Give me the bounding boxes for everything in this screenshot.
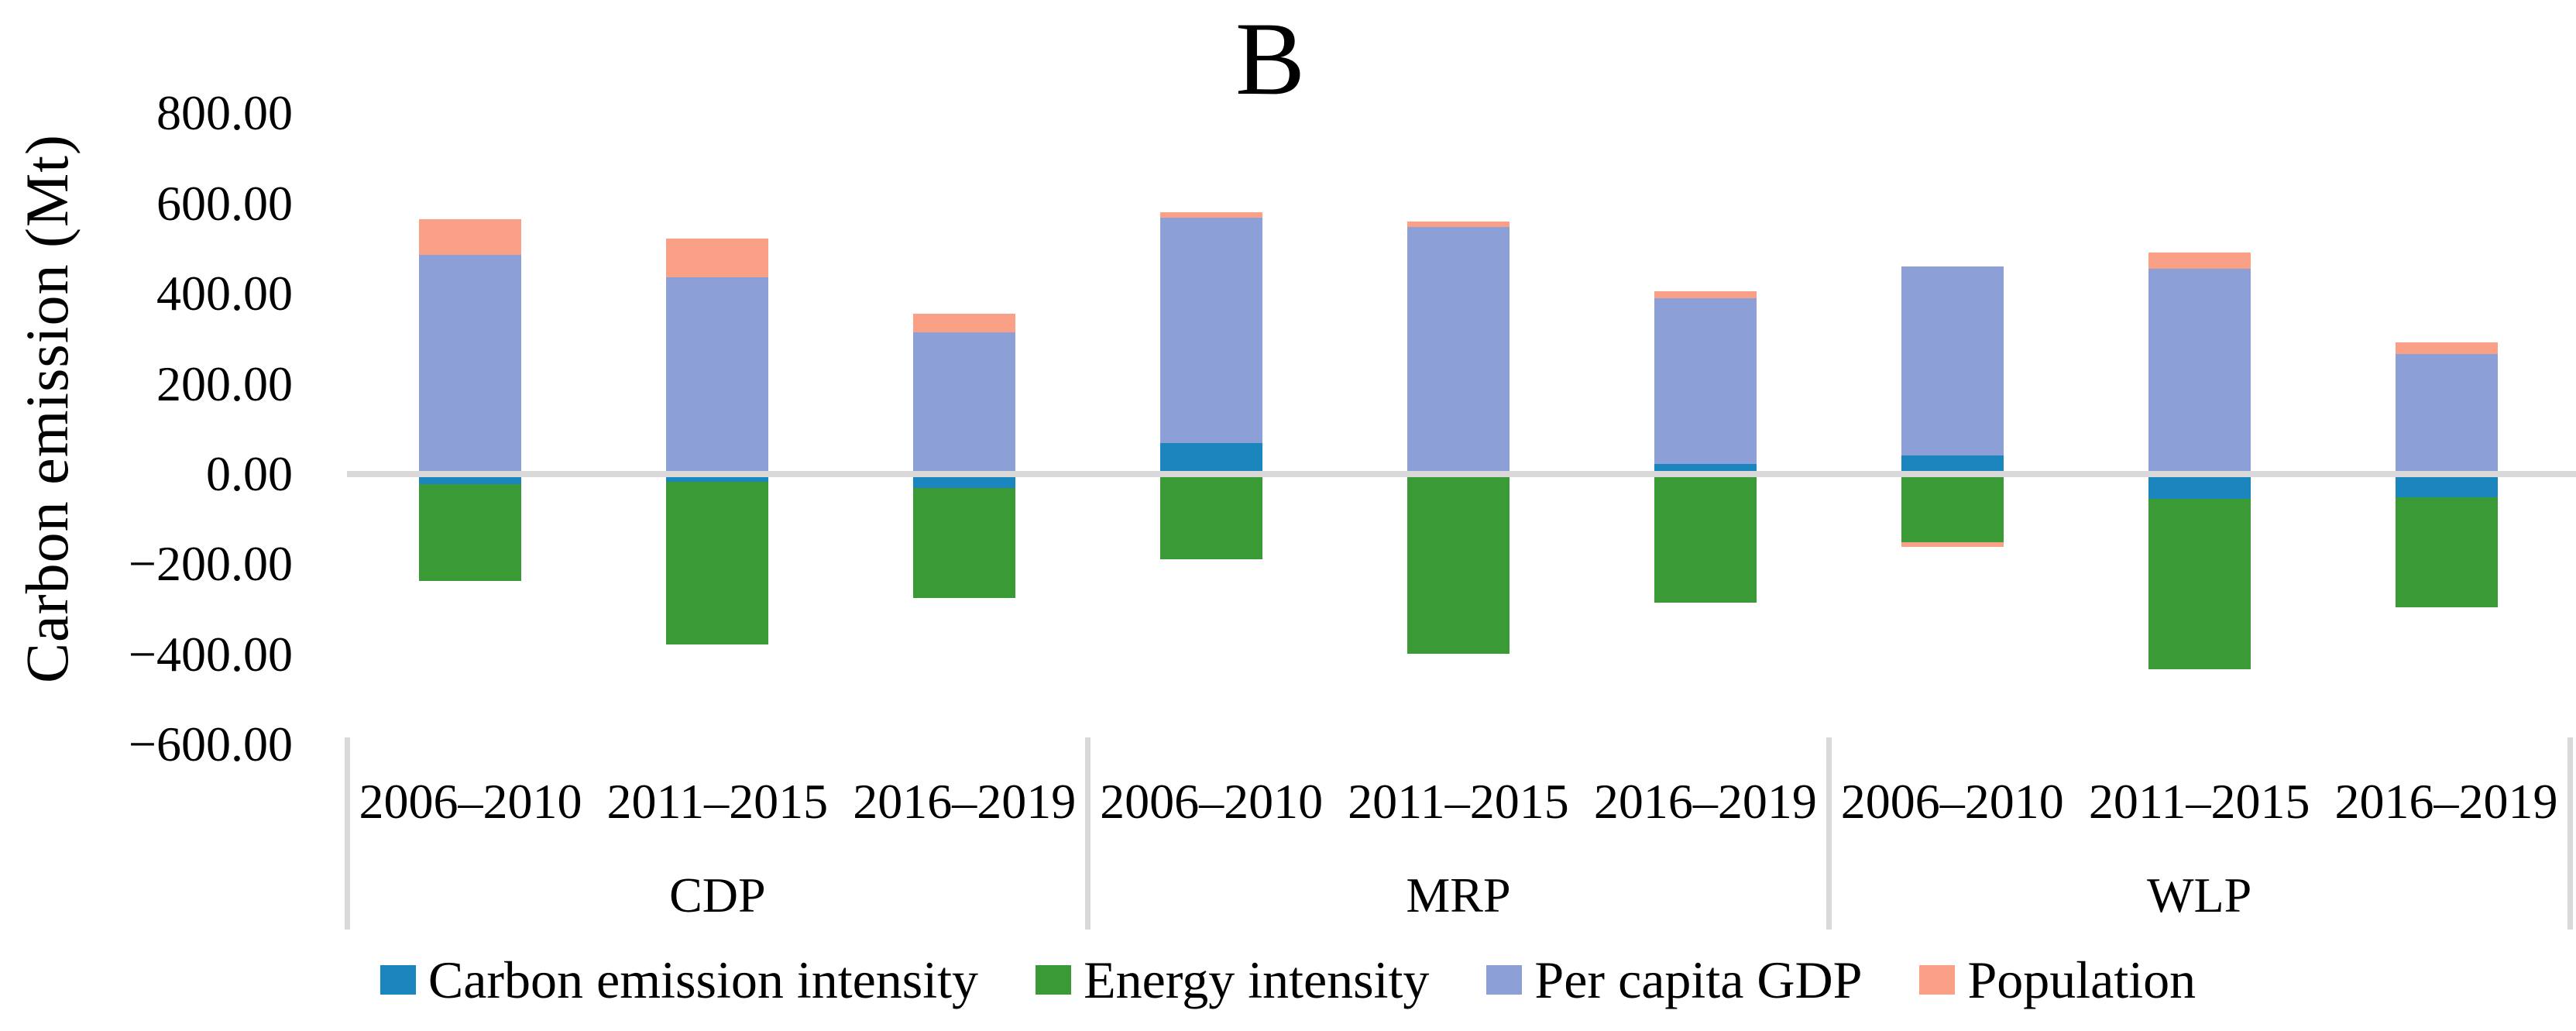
category-separator bbox=[2567, 737, 2573, 930]
y-tick-label: 800.00 bbox=[156, 85, 293, 141]
period-label: 2011–2015 bbox=[2088, 774, 2310, 829]
period-label: 2016–2019 bbox=[2334, 774, 2558, 829]
legend-item: Energy intensity bbox=[1036, 951, 1429, 1009]
bar-segment bbox=[2148, 499, 2251, 669]
group-label: MRP bbox=[1406, 868, 1511, 923]
period-label: 2006–2010 bbox=[359, 774, 582, 829]
category-separator bbox=[1826, 737, 1832, 930]
bar-segment bbox=[1654, 298, 1757, 465]
y-tick-label: 600.00 bbox=[156, 175, 293, 231]
legend-label: Population bbox=[1967, 950, 2196, 1009]
bar-segment bbox=[2148, 269, 2251, 474]
bar-segment bbox=[666, 474, 769, 482]
legend-swatch bbox=[1486, 965, 1523, 995]
bar-segment bbox=[419, 483, 522, 581]
category-separator bbox=[344, 737, 350, 930]
legend-label: Per capita GDP bbox=[1534, 950, 1863, 1009]
bar-segment bbox=[1901, 266, 2004, 456]
legend-item: Population bbox=[1919, 951, 2196, 1009]
legend-label: Energy intensity bbox=[1084, 950, 1430, 1009]
y-tick-label: 200.00 bbox=[156, 356, 293, 411]
bar-segment bbox=[1407, 227, 1510, 474]
bar-segment bbox=[1901, 474, 2004, 542]
bar-segment bbox=[913, 332, 1016, 474]
bar-segment bbox=[1901, 455, 2004, 474]
y-tick-label: 400.00 bbox=[156, 266, 293, 321]
bar-segment bbox=[666, 481, 769, 644]
y-tick-label: −600.00 bbox=[128, 717, 293, 772]
bar-segment bbox=[1407, 222, 1510, 228]
y-tick-label: −200.00 bbox=[128, 536, 293, 592]
bar-segment bbox=[1901, 541, 2004, 548]
legend-item: Carbon emission intensity bbox=[380, 951, 978, 1009]
group-label: CDP bbox=[669, 868, 766, 923]
bar-segment bbox=[913, 313, 1016, 333]
bar-segment bbox=[419, 255, 522, 474]
period-label: 2016–2019 bbox=[1593, 774, 1817, 829]
bar-segment bbox=[2395, 354, 2498, 474]
bar-segment bbox=[913, 474, 1016, 489]
bar-segment bbox=[2395, 474, 2498, 498]
category-separator bbox=[1085, 737, 1091, 930]
legend-swatch bbox=[1919, 965, 1956, 995]
period-label: 2016–2019 bbox=[853, 774, 1077, 829]
legend-swatch bbox=[380, 965, 416, 995]
bar-segment bbox=[2148, 474, 2251, 499]
period-label: 2006–2010 bbox=[1840, 774, 2064, 829]
period-label: 2011–2015 bbox=[1348, 774, 1569, 829]
chart-title: B bbox=[1235, 2, 1306, 117]
bar-segment bbox=[666, 277, 769, 474]
legend: Carbon emission intensity Energy intensit… bbox=[0, 951, 2576, 1009]
bar-segment bbox=[913, 488, 1016, 599]
bar-segment bbox=[666, 238, 769, 278]
legend-item: Per capita GDP bbox=[1486, 951, 1862, 1009]
bar-segment bbox=[1654, 474, 1757, 603]
bar-segment bbox=[1160, 474, 1263, 559]
zero-axis-line bbox=[347, 471, 2576, 477]
y-tick-label: 0.00 bbox=[206, 446, 293, 501]
bar-segment bbox=[1160, 217, 1263, 443]
group-label: WLP bbox=[2147, 868, 2252, 923]
legend-swatch bbox=[1036, 965, 1072, 995]
bar-segment bbox=[1160, 211, 1263, 218]
bar-segment bbox=[419, 219, 522, 256]
period-label: 2011–2015 bbox=[606, 774, 829, 829]
bar-segment bbox=[2395, 342, 2498, 355]
legend-label: Carbon emission intensity bbox=[428, 950, 979, 1009]
bar-segment bbox=[1654, 291, 1757, 298]
bar-segment bbox=[1407, 474, 1510, 655]
bar-segment bbox=[2148, 253, 2251, 270]
bar-segment bbox=[1160, 442, 1263, 474]
bar-segment bbox=[2395, 497, 2498, 607]
period-label: 2006–2010 bbox=[1100, 774, 1324, 829]
y-tick-label: −400.00 bbox=[128, 626, 293, 682]
